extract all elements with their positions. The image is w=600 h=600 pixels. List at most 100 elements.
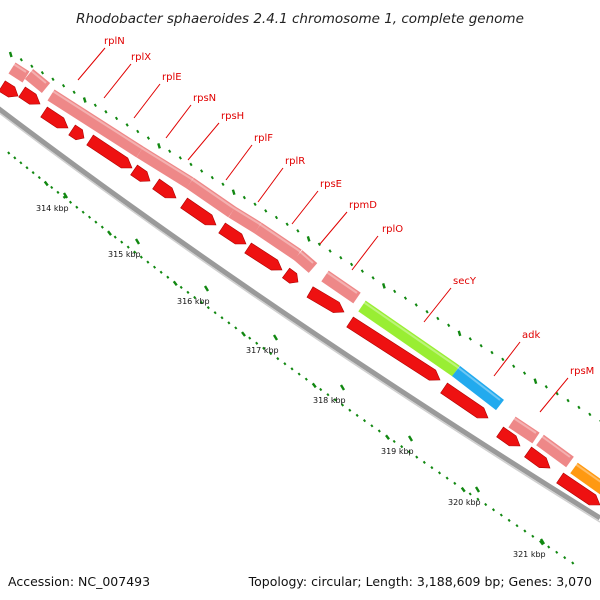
leader-line-rplO: [351, 235, 379, 271]
gene-label-rpmD: rpmD: [349, 200, 377, 211]
minor-tick: [133, 250, 137, 254]
bar-rplR-highlight: [297, 249, 314, 264]
gene-label-rplR: rplR: [285, 156, 305, 167]
minor-tick: [437, 471, 442, 475]
upper-minor-tick: [512, 364, 516, 368]
leader-line-rplE: [133, 83, 161, 119]
bar-rplO: [321, 270, 361, 304]
cds-11: [281, 267, 299, 284]
leader-line-rplX: [103, 63, 132, 99]
cds-15: [496, 426, 521, 447]
cds-3: [40, 106, 69, 129]
bar-rplR: [293, 250, 318, 273]
upper-minor-tick: [146, 136, 151, 140]
minor-tick: [326, 393, 330, 397]
kbp-label: 320 kbp: [448, 498, 481, 507]
cds-10: [244, 242, 283, 271]
bar-secY-highlight: [361, 300, 457, 367]
minor-tick: [523, 529, 527, 533]
minor-tick: [340, 403, 345, 407]
upper-minor-tick: [328, 249, 332, 253]
upper-minor-tick: [178, 156, 182, 160]
minor-tick: [220, 316, 224, 320]
upper-minor-tick: [566, 398, 570, 403]
minor-tick: [56, 190, 60, 194]
minor-tick: [186, 290, 190, 295]
minor-tick: [563, 556, 567, 560]
minor-tick: [7, 151, 11, 155]
minor-tick: [476, 497, 480, 501]
kbp-label: 317 kbp: [246, 346, 279, 355]
kbp-tick: [272, 334, 279, 341]
minor-tick: [159, 270, 163, 274]
minor-tick: [19, 161, 23, 165]
chromosome-backbone: [0, 106, 600, 523]
minor-tick: [87, 215, 92, 219]
bar-rplF: [254, 222, 302, 261]
minor-tick: [68, 200, 73, 204]
upper-minor-tick: [447, 323, 451, 328]
major-tick: [385, 434, 390, 440]
upper-minor-tick: [114, 116, 119, 121]
upper-minor-tick: [468, 337, 472, 341]
minor-tick: [37, 175, 41, 180]
gene-track: [8, 62, 600, 495]
cds-14: [440, 382, 489, 419]
kbp-tick: [62, 192, 69, 199]
minor-tick: [453, 481, 457, 485]
minor-tick: [468, 492, 472, 496]
minor-tick: [400, 445, 404, 449]
upper-minor-tick: [210, 175, 214, 180]
upper-minor-tick: [264, 209, 268, 213]
upper-minor-tick: [317, 242, 321, 247]
gene-labels: rplN rplX rplE rpsN rpsH rplF rplR rpsE rpmD rplO…: [77, 36, 594, 413]
upper-minor-tick: [501, 357, 505, 362]
minor-tick: [422, 460, 426, 464]
upper-minor-tick: [242, 195, 246, 200]
bar-secY: [358, 300, 460, 377]
leader-line-rpsH: [187, 122, 220, 161]
gene-label-rpsM: rpsM: [570, 366, 594, 377]
minor-tick: [370, 424, 374, 428]
upper-major-tick: [533, 378, 538, 385]
major-tick: [460, 486, 466, 493]
upper-minor-tick: [544, 385, 548, 389]
upper-minor-tick: [349, 262, 354, 267]
kbp-tick: [339, 384, 346, 391]
minor-tick: [13, 156, 17, 160]
minor-tick: [262, 346, 266, 350]
upper-minor-tick: [19, 57, 23, 62]
minor-tick: [415, 455, 419, 459]
bar-rpsN: [186, 177, 236, 218]
cds-7: [152, 178, 177, 199]
upper-minor-tick: [40, 70, 45, 75]
minor-tick: [319, 387, 323, 392]
minor-tick: [100, 225, 104, 229]
minor-tick: [62, 195, 66, 199]
minor-tick: [499, 513, 503, 517]
upper-minor-tick: [371, 276, 375, 280]
upper-minor-tick: [30, 64, 34, 68]
minor-tick: [348, 408, 352, 412]
cds-17: [556, 472, 600, 506]
gene-label-rplO: rplO: [382, 224, 403, 235]
bar-rpsH-highlight: [231, 206, 259, 224]
minor-tick: [113, 235, 117, 239]
cds-1: [0, 80, 19, 98]
upper-major-tick: [306, 236, 311, 242]
minor-tick: [283, 362, 287, 366]
minor-tick: [355, 413, 359, 418]
bar-rpsM-b: [536, 434, 574, 468]
kbp-label: 318 kbp: [313, 396, 346, 405]
kbp-label: 315 kbp: [108, 250, 141, 259]
minor-tick: [445, 476, 449, 480]
minor-tick: [430, 466, 434, 470]
minor-tick: [484, 502, 488, 507]
cds-track: [0, 80, 600, 506]
upper-minor-tick: [93, 103, 97, 108]
upper-minor-tick: [425, 309, 429, 314]
kbp-tick: [539, 538, 546, 545]
minor-tick: [276, 357, 280, 361]
minor-tick: [126, 245, 130, 249]
major-tick: [539, 539, 544, 546]
